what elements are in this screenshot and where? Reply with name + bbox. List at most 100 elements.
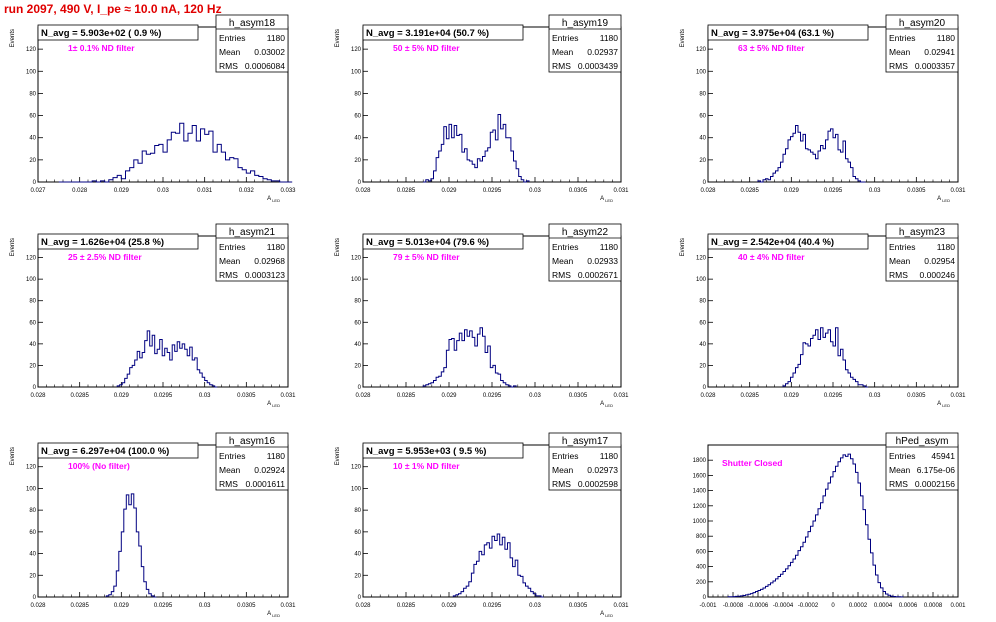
y-axis-title: Events <box>680 29 686 47</box>
y-tick-label: 80 <box>354 508 361 514</box>
y-tick-label: 60 <box>699 114 706 120</box>
x-tick-label: 0.029 <box>114 603 130 609</box>
x-tick-label: 0.03 <box>869 188 881 194</box>
x-tick-label: 0.031 <box>613 393 629 399</box>
x-axis-title: A LED <box>937 401 950 408</box>
histogram-panel: 0.028 0.0285 0.029 0.0295 0.03 0.0305 0.031 0 20… <box>10 223 296 408</box>
navg-label: N_avg = 5.953e+03 ( 9.5 %) <box>366 446 486 457</box>
y-tick-label: 100 <box>26 486 37 492</box>
y-tick-label: 20 <box>699 363 706 369</box>
x-tick-label: 0.0008 <box>924 603 943 609</box>
x-tick-label: 0.0305 <box>907 393 926 399</box>
y-tick-label: 100 <box>696 277 707 283</box>
stats-value: 0.0003357 <box>915 61 955 71</box>
navg-box <box>362 24 524 41</box>
x-axis-title: A LED <box>267 196 280 203</box>
x-tick-label: 0 <box>831 603 835 609</box>
navg-label: N_avg = 3.975e+04 (63.1 %) <box>711 28 834 39</box>
x-tick-label: 0.0305 <box>237 393 256 399</box>
y-tick-label: 120 <box>26 465 37 471</box>
y-axis-title: Events <box>335 238 341 256</box>
x-tick-label: 0.0305 <box>569 603 588 609</box>
stats-value: 0.0003123 <box>245 270 285 280</box>
stats-box <box>548 432 622 491</box>
x-tick-label: -0.0008 <box>723 603 744 609</box>
stats-value: 1180 <box>600 33 619 43</box>
x-tick-label: 0.029 <box>784 188 800 194</box>
navg-label: N_avg = 5.903e+02 ( 0.9 %) <box>41 28 161 39</box>
x-tick-label: 0.03 <box>157 188 169 194</box>
x-tick-label: 0.028 <box>355 603 371 609</box>
y-axis-title: Events <box>10 238 16 256</box>
y-tick-label: 120 <box>26 256 37 262</box>
y-tick-label: 120 <box>696 47 707 53</box>
filter-label: 50 ± 5% ND filter <box>393 43 460 53</box>
navg-box <box>707 24 869 41</box>
histogram-line <box>116 330 218 388</box>
y-tick-label: 40 <box>29 136 36 142</box>
x-tick-label: 0.0305 <box>569 393 588 399</box>
navg-label: N_avg = 1.626e+04 (25.8 %) <box>41 237 164 248</box>
stats-key: Entries <box>219 33 245 43</box>
histogram-name: h_asym17 <box>562 436 609 447</box>
stats-box <box>215 14 289 73</box>
canvas-title: run 2097, 490 V, I_pe ≈ 10.0 nA, 120 Hz <box>4 2 222 16</box>
navg-label: N_avg = 5.013e+04 (79.6 %) <box>366 237 489 248</box>
filter-label: 79 ± 5% ND filter <box>393 252 460 262</box>
stats-value: 0.02973 <box>587 465 618 475</box>
stats-box <box>885 14 959 73</box>
y-tick-label: 80 <box>699 299 706 305</box>
x-tick-label: 0.0295 <box>824 393 843 399</box>
x-tick-label: 0.0295 <box>154 393 173 399</box>
histogram-panel: 0.028 0.0285 0.029 0.0295 0.03 0.0305 0.031 0 20… <box>335 14 629 203</box>
y-tick-label: 20 <box>354 158 361 164</box>
stats-key: Entries <box>889 451 915 461</box>
histogram-panel: -0.001 -0.0008 -0.0006 -0.0004 -0.0002 0 0.000… <box>693 432 966 609</box>
stats-key: Mean <box>552 465 574 475</box>
stats-box <box>215 432 289 491</box>
y-tick-label: 1200 <box>693 504 707 510</box>
y-tick-label: 1800 <box>693 458 707 464</box>
stats-box <box>215 223 289 282</box>
x-tick-label: 0.031 <box>950 188 966 194</box>
y-tick-label: 20 <box>29 363 36 369</box>
navg-box <box>37 442 199 459</box>
filter-label: 1± 0.1% ND filter <box>68 43 135 53</box>
x-tick-label: 0.0004 <box>874 603 893 609</box>
y-tick-label: 1600 <box>693 473 707 479</box>
filter-label: 10 ± 1% ND filter <box>393 461 460 471</box>
y-axis-title: Events <box>335 447 341 465</box>
filter-label: 40 ± 4% ND filter <box>738 252 805 262</box>
stats-key: Mean <box>219 47 241 57</box>
x-tick-label: 0.0285 <box>397 603 416 609</box>
y-tick-label: 0 <box>703 180 707 186</box>
x-tick-label: 0.029 <box>441 393 457 399</box>
y-tick-label: 0 <box>358 385 362 391</box>
histogram-line <box>757 125 866 183</box>
x-tick-label: 0.0002 <box>849 603 868 609</box>
y-tick-label: 120 <box>351 465 362 471</box>
stats-value: 0.02937 <box>587 47 618 57</box>
histogram-name: h_asym21 <box>229 227 276 238</box>
x-tick-label: 0.033 <box>280 188 296 194</box>
histogram-name: h_asym18 <box>229 18 276 29</box>
y-tick-label: 100 <box>351 277 362 283</box>
navg-box <box>707 233 869 250</box>
x-tick-label: 0.03 <box>199 603 211 609</box>
histogram-line <box>422 327 517 388</box>
y-tick-label: 40 <box>354 342 361 348</box>
histogram-name: h_asym22 <box>562 227 609 238</box>
y-tick-label: 100 <box>696 69 707 75</box>
stats-value: 45941 <box>931 451 955 461</box>
y-tick-label: 40 <box>354 552 361 558</box>
y-tick-label: 800 <box>696 534 707 540</box>
y-tick-label: 40 <box>29 342 36 348</box>
x-tick-label: 0.0285 <box>397 393 416 399</box>
stats-key: Mean <box>889 465 911 475</box>
x-tick-label: 0.0285 <box>397 188 416 194</box>
stats-key: Mean <box>219 465 241 475</box>
x-axis-title: A LED <box>600 401 613 408</box>
x-tick-label: 0.03 <box>199 393 211 399</box>
stats-key: Entries <box>889 242 915 252</box>
x-tick-label: 0.029 <box>441 603 457 609</box>
